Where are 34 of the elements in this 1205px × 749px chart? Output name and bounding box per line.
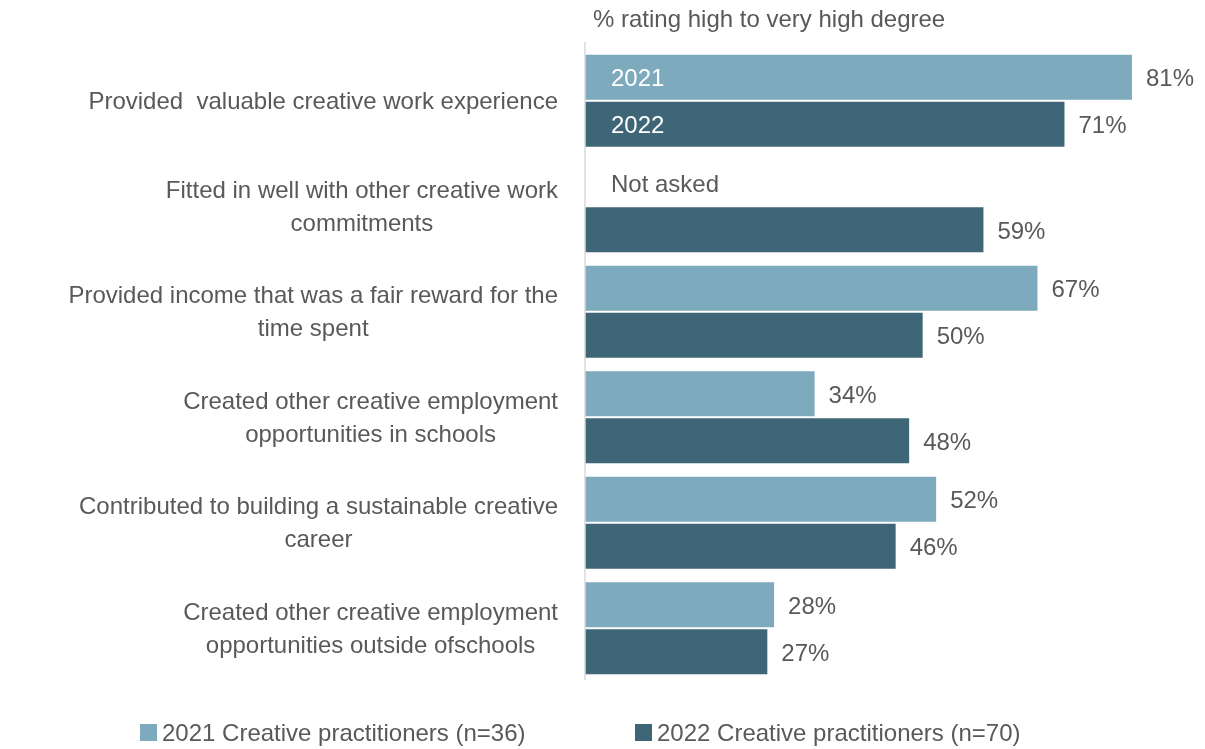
data-label: 27% <box>781 638 830 666</box>
x-axis-title: % rating high to very high degree <box>593 5 946 32</box>
data-label: 71% <box>1078 111 1127 139</box>
y-tick-label: Provided valuable creative work experience <box>88 86 559 114</box>
data-label: 52% <box>950 486 999 514</box>
y-tick-label: Provided income that was a fair reward for the time spent <box>68 281 558 342</box>
bar <box>585 207 984 253</box>
y-tick-label: Contributed to building a sustainable creative career <box>79 492 558 553</box>
data-label: 48% <box>923 427 972 455</box>
legend-label: 2021 Creative practitioners (n=36) <box>162 719 526 746</box>
bar <box>585 523 896 569</box>
bar <box>585 101 1065 147</box>
bar <box>585 54 1132 100</box>
legend-label: 2022 Creative practitioners (n=70) <box>657 719 1021 746</box>
bar <box>585 371 815 417</box>
data-label: 59% <box>997 216 1046 244</box>
bar <box>585 265 1038 311</box>
data-label: 81% <box>1146 64 1195 92</box>
bar <box>585 312 923 358</box>
bar <box>585 418 910 464</box>
data-label: 67% <box>1051 275 1100 303</box>
data-label: 28% <box>788 591 837 619</box>
data-label: 50% <box>936 322 985 350</box>
data-label: 46% <box>909 533 958 561</box>
y-tick-label: Fitted in well with other creative work commitments <box>165 175 559 236</box>
bar <box>585 582 775 628</box>
annotation: 2022 <box>611 111 665 139</box>
bar <box>585 629 768 675</box>
text: Not asked <box>611 169 720 197</box>
y-tick-label: Created other creative employment opportunities outside ofschools <box>183 597 559 658</box>
y-tick-label: Created other creative employment opportunities in schools <box>183 386 559 447</box>
bar <box>585 476 937 522</box>
annotation: 2021 <box>611 64 665 92</box>
data-label: 34% <box>828 380 877 408</box>
